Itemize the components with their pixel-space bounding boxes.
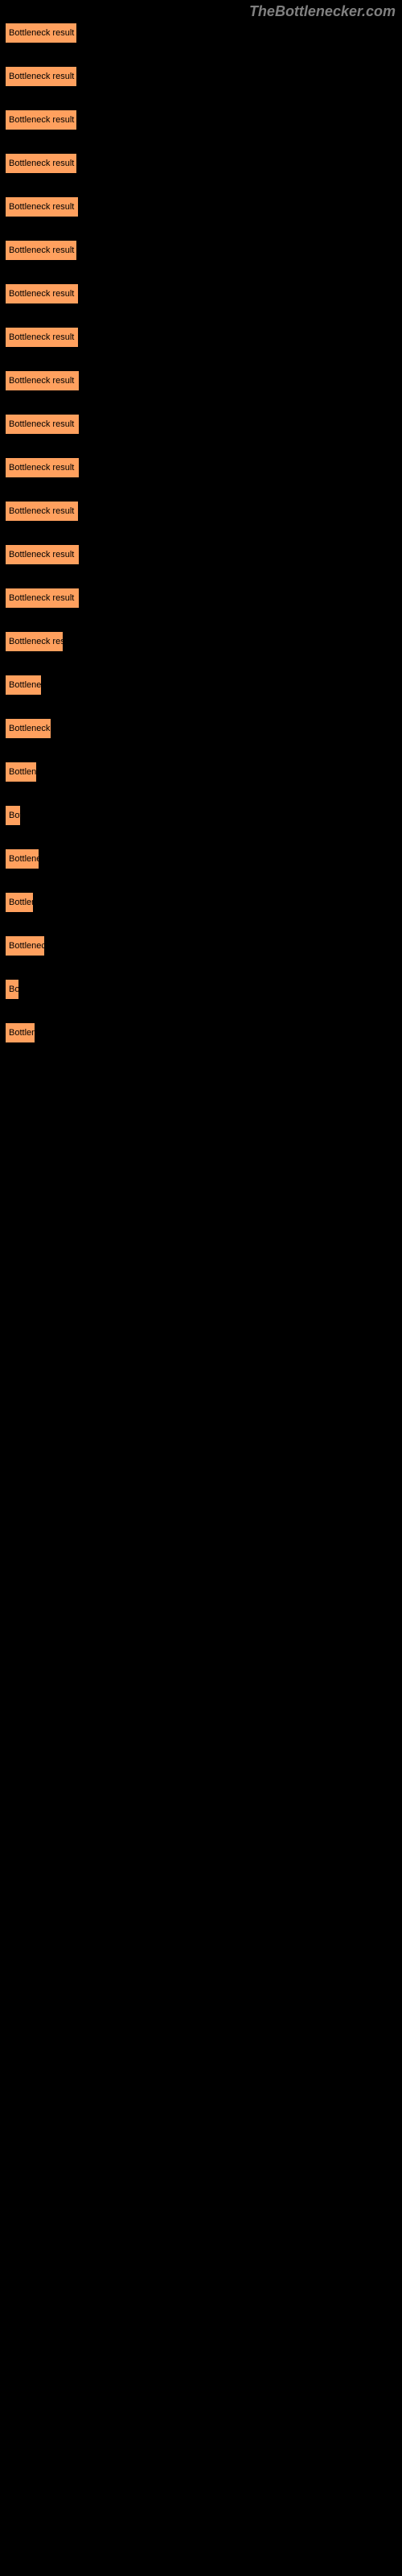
result-bar[interactable]: Bottleneck result <box>5 979 19 1000</box>
result-bar[interactable]: Bottleneck result <box>5 935 45 956</box>
result-bar[interactable]: Bottleneck result <box>5 109 77 130</box>
result-bar[interactable]: Bottleneck result <box>5 414 80 435</box>
result-bar[interactable]: Bottleneck result <box>5 153 77 174</box>
watermark-text: TheBottlenecker.com <box>249 3 396 20</box>
result-bar[interactable]: Bottleneck result <box>5 805 21 826</box>
result-bar[interactable]: Bottleneck result <box>5 848 39 869</box>
result-bar[interactable]: Bottleneck result <box>5 675 42 696</box>
result-bar[interactable]: Bottleneck result <box>5 370 80 391</box>
result-bar[interactable]: Bottleneck result <box>5 501 79 522</box>
results-container: Bottleneck result Bottleneck result Bottle… <box>0 0 402 1043</box>
result-bar[interactable]: Bottleneck result <box>5 588 80 609</box>
result-bar[interactable]: Bottleneck result <box>5 762 37 782</box>
result-bar[interactable]: Bottleneck result <box>5 283 79 304</box>
result-bar[interactable]: Bottleneck result <box>5 66 77 87</box>
result-bar[interactable]: Bottleneck result <box>5 23 77 43</box>
result-bar[interactable]: Bottleneck result <box>5 1022 35 1043</box>
result-bar[interactable]: Bottleneck result <box>5 327 79 348</box>
result-bar[interactable]: Bottleneck result <box>5 892 34 913</box>
result-bar[interactable]: Bottleneck result <box>5 196 79 217</box>
result-bar[interactable]: Bottleneck result <box>5 240 77 261</box>
result-bar[interactable]: Bottleneck result <box>5 457 80 478</box>
result-bar[interactable]: Bottleneck result <box>5 544 80 565</box>
result-bar[interactable]: Bottleneck result <box>5 718 51 739</box>
result-bar[interactable]: Bottleneck result <box>5 631 64 652</box>
